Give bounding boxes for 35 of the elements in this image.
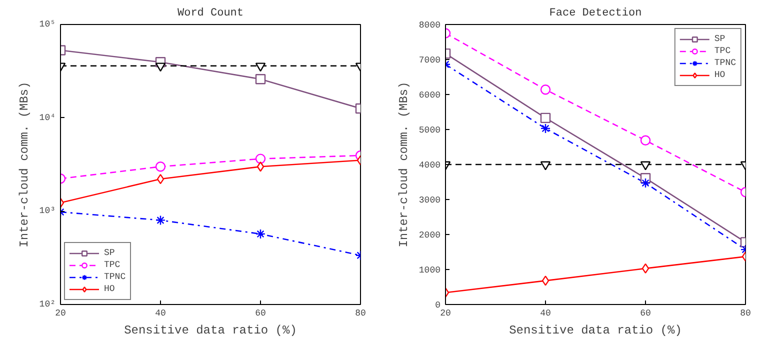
y-tick-label: 2000 xyxy=(418,230,441,240)
x-tick-label: 40 xyxy=(155,308,166,318)
legend-label: HO xyxy=(714,69,726,81)
x-tick-label: 80 xyxy=(740,308,751,318)
chart-title: Face Detection xyxy=(549,8,642,20)
y-tick-label: 5000 xyxy=(418,126,441,136)
y-tick-label: 10² xyxy=(39,300,56,310)
y-tick-label: 10⁴ xyxy=(39,112,56,123)
x-tick-label: 80 xyxy=(355,308,366,318)
y-tick-label: 1000 xyxy=(418,266,441,276)
y-tick-label: 0 xyxy=(435,300,441,310)
y-tick-label: 6000 xyxy=(418,90,441,100)
y-tick-label: 10⁵ xyxy=(39,20,56,30)
y-tick-label: 10³ xyxy=(39,206,56,216)
x-tick-label: 60 xyxy=(255,308,266,318)
x-axis-title: Sensitive data ratio (%) xyxy=(509,324,682,338)
legend-label: SP xyxy=(104,247,116,259)
y-tick-label: 3000 xyxy=(418,196,441,206)
x-tick-label: 20 xyxy=(440,308,451,318)
x-tick-label: 20 xyxy=(55,308,66,318)
y-tick-label: 4000 xyxy=(418,160,441,170)
y-axis-title: Inter-cloud comm. (MBs) xyxy=(396,82,411,248)
x-axis-title: Sensitive data ratio (%) xyxy=(124,324,297,338)
legend-label: TPC xyxy=(104,259,122,271)
legend-label: TPNC xyxy=(714,57,736,69)
legend-label: TPNC xyxy=(104,271,126,283)
y-tick-label: 7000 xyxy=(418,56,441,66)
y-tick-label: 8000 xyxy=(418,20,441,30)
legend-label: HO xyxy=(104,283,116,295)
x-tick-label: 60 xyxy=(640,308,651,318)
legend-label: SP xyxy=(714,33,726,45)
x-tick-label: 40 xyxy=(540,308,551,318)
chart-title: Word Count xyxy=(177,8,244,20)
legend-label: TPC xyxy=(714,45,732,57)
y-axis-title: Inter-cloud comm. (MBs) xyxy=(17,82,32,248)
